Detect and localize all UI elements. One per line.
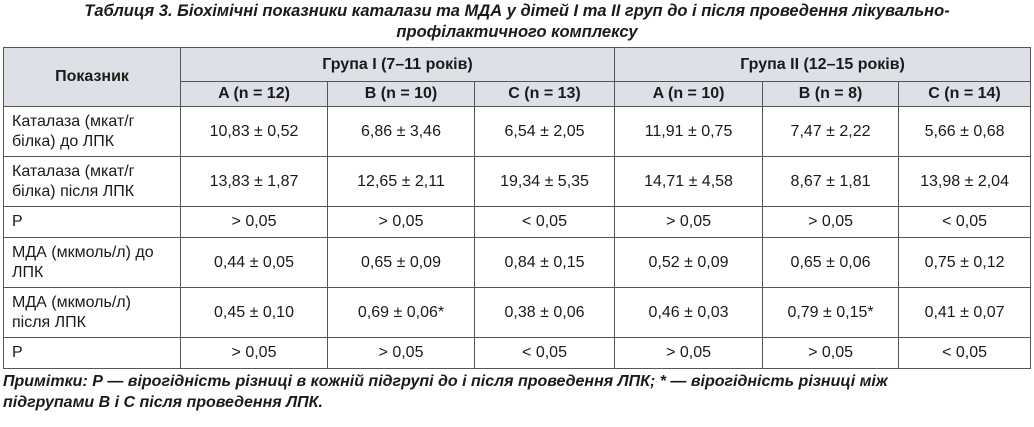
value-cell: > 0,05 xyxy=(762,206,900,238)
value-cell: 0,44 ± 0,05 xyxy=(180,237,328,288)
value-cell: < 0,05 xyxy=(898,337,1032,369)
value-cell: 0,46 ± 0,03 xyxy=(614,287,764,338)
value-cell: < 0,05 xyxy=(898,206,1032,238)
value-cell: 19,34 ± 5,35 xyxy=(473,156,616,207)
value-cell: 8,67 ± 1,81 xyxy=(762,156,900,207)
subgroup-header: C (n = 13) xyxy=(473,81,616,107)
value-cell: < 0,05 xyxy=(473,337,616,369)
row-label: Р xyxy=(3,206,181,238)
value-cell: 0,69 ± 0,06* xyxy=(327,287,475,338)
group-header: Група ІІ (12–15 років) xyxy=(614,47,1032,82)
value-cell: 13,98 ± 2,04 xyxy=(898,156,1032,207)
subgroup-header: B (n = 10) xyxy=(327,81,475,107)
value-cell: > 0,05 xyxy=(614,337,764,369)
value-cell: 0,65 ± 0,09 xyxy=(327,237,475,288)
value-cell: 11,91 ± 0,75 xyxy=(614,106,764,157)
table-title: Таблиця 3. Біохімічні показники каталази… xyxy=(0,0,1034,47)
header-cell: Показник xyxy=(3,47,181,107)
value-cell: > 0,05 xyxy=(614,206,764,238)
subgroup-header: C (n = 14) xyxy=(898,81,1032,107)
table-row: МДА (мкмоль/л) після ЛПК 0,45 ± 0,10 0,69 … xyxy=(3,287,1032,338)
value-cell: > 0,05 xyxy=(180,206,328,238)
value-cell: 0,45 ± 0,10 xyxy=(180,287,328,338)
subgroup-header: B (n = 8) xyxy=(762,81,900,107)
value-cell: 12,65 ± 2,11 xyxy=(327,156,475,207)
subgroup-header: A (n = 10) xyxy=(614,81,764,107)
title-line: профілактичного комплексу xyxy=(396,23,638,41)
value-cell: > 0,05 xyxy=(327,337,475,369)
table-notes: Примітки: Р — вірогідність різниці в кож… xyxy=(3,371,1034,413)
value-cell: 14,71 ± 4,58 xyxy=(614,156,764,207)
value-cell: 0,75 ± 0,12 xyxy=(898,237,1032,288)
title-line: Таблиця 3. Біохімічні показники каталази… xyxy=(84,2,950,20)
value-cell: > 0,05 xyxy=(327,206,475,238)
note-line: Примітки: Р — вірогідність різниці в кож… xyxy=(3,373,888,390)
row-label: Каталаза (мкат/г білка) після ЛПК xyxy=(3,156,181,207)
row-label: МДА (мкмоль/л) після ЛПК xyxy=(3,287,181,338)
table-row: Каталаза (мкат/г білка) до ЛПК 10,83 ± 0,… xyxy=(3,106,1032,157)
table-row: Р > 0,05 > 0,05 < 0,05 > 0,05 > 0,05 < 0,05 xyxy=(3,206,1032,238)
value-cell: 0,41 ± 0,07 xyxy=(898,287,1032,338)
row-label: Каталаза (мкат/г білка) до ЛПК xyxy=(3,106,181,157)
value-cell: 0,65 ± 0,06 xyxy=(762,237,900,288)
value-cell: > 0,05 xyxy=(762,337,900,369)
value-cell: 5,66 ± 0,68 xyxy=(898,106,1032,157)
value-cell: 0,84 ± 0,15 xyxy=(473,237,616,288)
value-cell: 0,79 ± 0,15* xyxy=(762,287,900,338)
table-row: Р > 0,05 > 0,05 < 0,05 > 0,05 > 0,05 < 0,05 xyxy=(3,337,1032,369)
value-cell: 13,83 ± 1,87 xyxy=(180,156,328,207)
value-cell: 0,38 ± 0,06 xyxy=(473,287,616,338)
subgroup-header: A (n = 12) xyxy=(180,81,328,107)
value-cell: 7,47 ± 2,22 xyxy=(762,106,900,157)
table-row: МДА (мкмоль/л) до ЛПК 0,44 ± 0,05 0,65 ± 0… xyxy=(3,237,1032,288)
table-row: Каталаза (мкат/г білка) після ЛПК 13,83 ±… xyxy=(3,156,1032,207)
data-table: Показник Група І (7–11 років) Група ІІ (12… xyxy=(3,47,1032,369)
value-cell: 6,86 ± 3,46 xyxy=(327,106,475,157)
value-cell: 6,54 ± 2,05 xyxy=(473,106,616,157)
note-line: підгрупами В і С після проведення ЛПК. xyxy=(3,394,323,411)
value-cell: 0,52 ± 0,09 xyxy=(614,237,764,288)
row-label: МДА (мкмоль/л) до ЛПК xyxy=(3,237,181,288)
value-cell: < 0,05 xyxy=(473,206,616,238)
value-cell: > 0,05 xyxy=(180,337,328,369)
value-cell: 10,83 ± 0,52 xyxy=(180,106,328,157)
row-label: Р xyxy=(3,337,181,369)
group-header: Група І (7–11 років) xyxy=(179,47,616,82)
